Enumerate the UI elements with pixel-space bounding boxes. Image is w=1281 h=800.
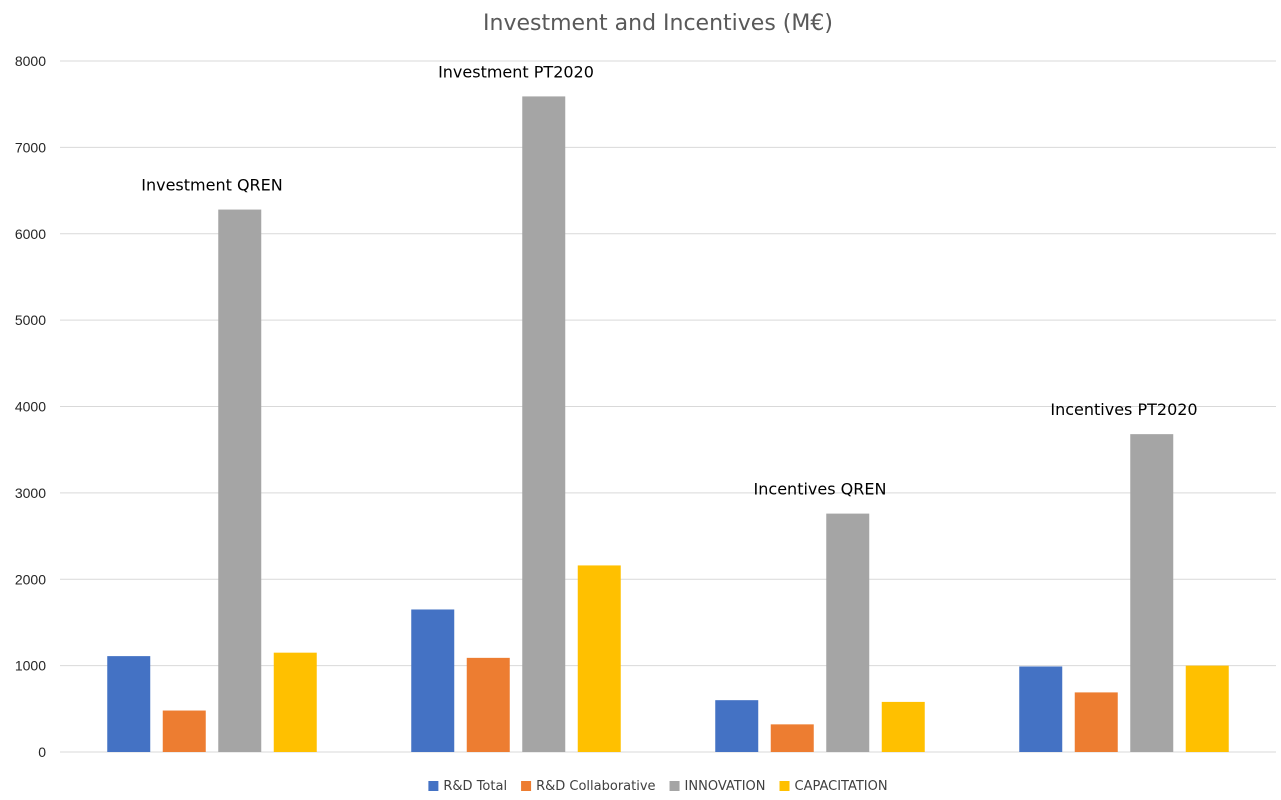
y-tick-label: 5000 — [15, 312, 46, 328]
bar — [1185, 665, 1229, 752]
legend-item: R&D Collaborative — [521, 779, 656, 794]
bar — [411, 609, 455, 752]
y-tick-label: 4000 — [15, 399, 46, 415]
legend-label: R&D Total — [443, 779, 507, 794]
legend: R&D Total R&D Collaborative INNOVATION CAPA… — [428, 779, 888, 794]
y-tick-label: 6000 — [15, 226, 46, 242]
bar — [1019, 666, 1063, 752]
y-tick-label: 1000 — [15, 658, 46, 674]
chart-title: Investment and Incentives (M€) — [483, 11, 833, 36]
gridlines — [60, 60, 1276, 753]
legend-label: CAPACITATION — [795, 779, 888, 794]
bar — [577, 565, 621, 752]
legend-item: CAPACITATION — [779, 779, 888, 794]
bar — [715, 700, 759, 752]
y-axis-ticks: 0 1000 2000 3000 4000 5000 6000 7000 8000 — [15, 53, 46, 760]
y-tick-label: 2000 — [15, 571, 46, 587]
category-label: Incentives QREN — [754, 480, 887, 499]
y-tick-label: 8000 — [15, 53, 46, 69]
bar — [826, 513, 870, 752]
legend-swatch — [669, 781, 680, 791]
y-tick-label: 3000 — [15, 485, 46, 501]
bar — [881, 701, 925, 752]
bar — [273, 652, 317, 752]
bar — [218, 209, 262, 752]
y-tick-label: 7000 — [15, 139, 46, 155]
category-label: Investment QREN — [141, 176, 283, 195]
bar — [770, 724, 814, 752]
bar — [522, 96, 566, 752]
category-label: Incentives PT2020 — [1050, 400, 1197, 419]
bar — [466, 657, 510, 752]
legend-label: R&D Collaborative — [536, 779, 655, 794]
legend-swatch — [779, 781, 790, 791]
legend-item: R&D Total — [428, 779, 507, 794]
legend-item: INNOVATION — [669, 779, 766, 794]
legend-swatch — [428, 781, 439, 791]
group-labels: Investment QREN Investment PT2020 Incentiv… — [141, 62, 1197, 498]
legend-swatch — [521, 781, 532, 791]
bar — [107, 656, 151, 752]
legend-label: INNOVATION — [685, 779, 766, 794]
bar — [162, 710, 206, 752]
bar — [1130, 434, 1174, 752]
bar — [1074, 692, 1118, 752]
y-tick-label: 0 — [38, 744, 46, 760]
bars — [107, 96, 1229, 752]
category-label: Investment PT2020 — [438, 62, 594, 81]
